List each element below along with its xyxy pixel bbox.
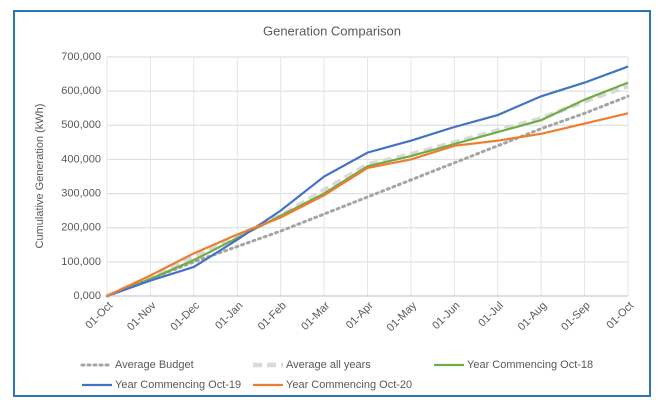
chart-title: Generation Comparison xyxy=(263,23,401,38)
y-tick-label: 200,000 xyxy=(61,222,101,234)
series-line xyxy=(105,94,630,298)
series-line xyxy=(106,112,629,297)
y-tick-label: 100,000 xyxy=(61,256,101,268)
y-tick-label: 500,000 xyxy=(61,119,101,131)
legend-label: Year Commencing Oct-20 xyxy=(286,379,412,391)
legend-label: Year Commencing Oct-19 xyxy=(115,379,241,391)
legend-label: Year Commencing Oct-18 xyxy=(467,359,593,371)
y-axis-label: Cumulative Generation (kWh) xyxy=(34,104,46,249)
legend-label: Average all years xyxy=(286,359,371,371)
y-tick-label: 400,000 xyxy=(61,153,101,165)
y-tick-label: 0,000 xyxy=(73,290,101,302)
legend-label: Average Budget xyxy=(115,359,194,371)
chart-border xyxy=(13,10,651,397)
y-tick-label: 700,000 xyxy=(61,51,101,63)
series-line xyxy=(106,65,629,298)
y-tick-label: 300,000 xyxy=(61,187,101,199)
series-line xyxy=(106,81,629,298)
y-tick-label: 600,000 xyxy=(61,85,101,97)
